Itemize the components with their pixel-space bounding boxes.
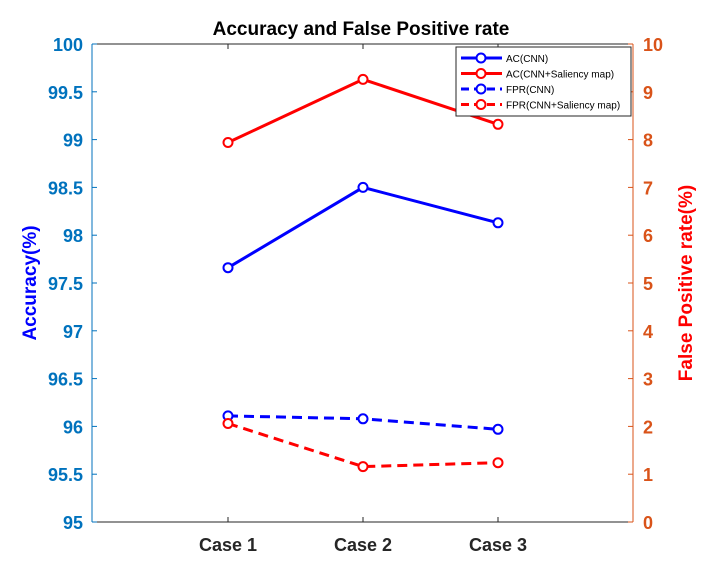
data-point <box>222 137 234 148</box>
left-tick-label: 96.5 <box>48 370 83 390</box>
right-tick-label: 10 <box>643 35 663 55</box>
data-point <box>357 413 369 425</box>
right-tick-label: 4 <box>643 322 653 342</box>
legend-label: FPR(CNN) <box>506 85 554 96</box>
left-tick-label: 96 <box>63 417 83 437</box>
data-point <box>357 181 369 193</box>
left-tick-label: 98.5 <box>48 178 83 198</box>
x-tick-label: Case 3 <box>469 535 527 555</box>
right-tick-label: 5 <box>643 274 653 294</box>
right-tick-label: 1 <box>643 465 653 485</box>
legend-label: FPR(CNN+Saliency map) <box>506 101 620 112</box>
right-tick-label: 3 <box>643 370 653 390</box>
x-tick-label: Case 1 <box>199 535 257 555</box>
left-tick-label: 97 <box>63 322 83 342</box>
right-tick-label: 0 <box>643 513 653 533</box>
left-tick-label: 98 <box>63 226 83 246</box>
legend-swatch-marker <box>475 52 487 64</box>
data-point <box>492 423 504 435</box>
left-tick-label: 99.5 <box>48 83 83 103</box>
data-point <box>492 457 504 469</box>
data-point <box>222 418 234 429</box>
right-tick-label: 7 <box>643 178 653 198</box>
right-axis-label: False Positive rate(%) <box>676 185 697 381</box>
right-tick-label: 8 <box>643 131 653 151</box>
data-point <box>492 217 504 229</box>
right-tick-label: 9 <box>643 83 653 103</box>
x-tick-label: Case 2 <box>334 535 392 555</box>
left-tick-label: 99 <box>63 131 83 151</box>
data-point <box>357 73 369 85</box>
data-point <box>222 262 234 274</box>
series-line <box>227 422 499 469</box>
data-point <box>357 461 369 473</box>
left-axis-label: Accuracy(%) <box>20 225 41 340</box>
legend-swatch-marker <box>475 99 487 110</box>
left-tick-label: 95 <box>63 513 83 533</box>
left-tick-label: 97.5 <box>48 274 83 294</box>
legend-swatch-marker <box>475 68 487 79</box>
legend-label: AC(CNN+Saliency map) <box>506 70 614 81</box>
right-tick-label: 6 <box>643 226 653 246</box>
right-tick-label: 2 <box>643 417 653 437</box>
chart-title: Accuracy and False Positive rate <box>213 19 510 40</box>
left-tick-label: 100 <box>53 35 83 55</box>
legend-label: AC(CNN) <box>506 54 548 65</box>
legend-swatch-marker <box>475 83 487 95</box>
plot-area <box>92 44 633 522</box>
data-point <box>492 118 504 130</box>
legend: AC(CNN) AC(CNN+Saliency map) FPR(CNN) FPR(C… <box>455 46 632 117</box>
left-tick-label: 95.5 <box>48 465 83 485</box>
